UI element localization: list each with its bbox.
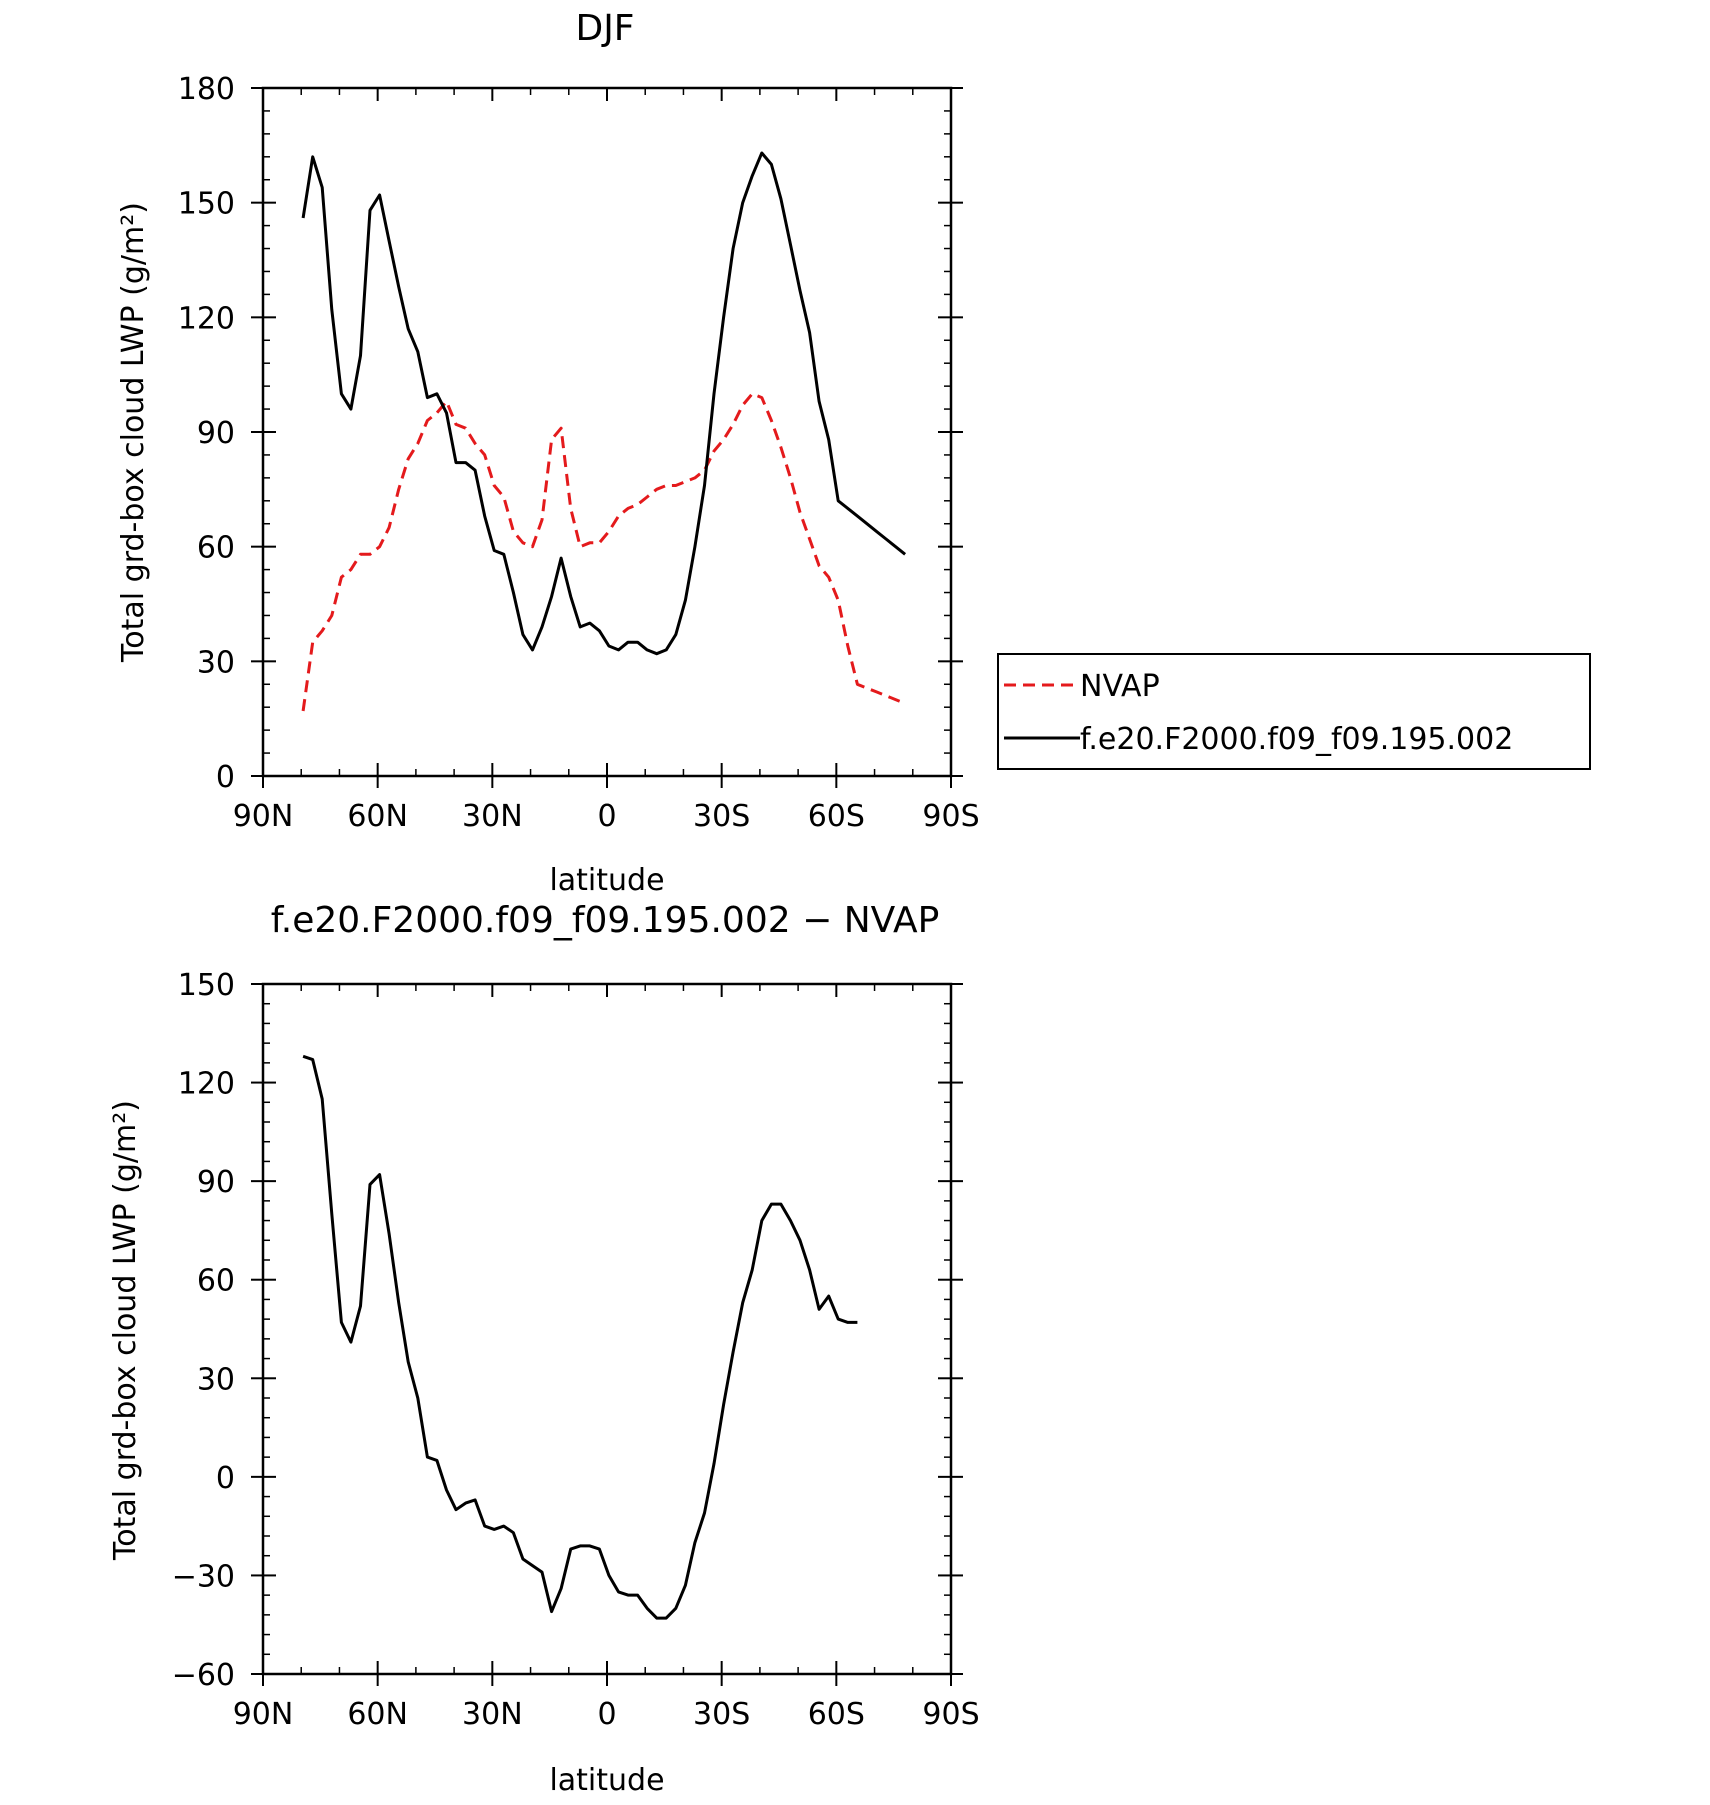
x-tick-label: 30N xyxy=(462,1697,523,1732)
y-tick-label: 0 xyxy=(216,760,235,795)
x-tick-label: 60S xyxy=(808,799,865,834)
x-tick-label: 0 xyxy=(597,799,616,834)
y-tick-label: 60 xyxy=(197,531,235,566)
x-tick-label: 30S xyxy=(693,1697,750,1732)
x-tick-label: 30N xyxy=(462,799,523,834)
top-x-axis-label: latitude xyxy=(549,863,664,898)
x-tick-label: 30S xyxy=(693,799,750,834)
x-tick-label: 90N xyxy=(233,1697,294,1732)
bottom-y-axis-label: Total grd-box cloud LWP (g/m²) xyxy=(108,1100,143,1561)
x-tick-label: 90N xyxy=(233,799,294,834)
x-tick-label: 90S xyxy=(922,799,979,834)
difference-line xyxy=(302,1054,858,1620)
top-y-axis-label: Total grd-box cloud LWP (g/m²) xyxy=(116,202,151,663)
y-tick-label: 60 xyxy=(197,1264,235,1299)
bottom-panel: f.e20.F2000.f09_f09.195.002 − NVAP 90N 60… xyxy=(108,900,980,1798)
y-tick-label: 180 xyxy=(178,72,235,107)
x-tick-label: 60S xyxy=(808,1697,865,1732)
legend: NVAP f.e20.F2000.f09_f09.195.002 xyxy=(997,653,1591,770)
y-tick-label: 120 xyxy=(178,301,235,336)
top-panel-title: DJF xyxy=(575,8,634,49)
x-tick-label: 90S xyxy=(922,1697,979,1732)
y-tick-label: −30 xyxy=(172,1559,235,1594)
nvap-line xyxy=(301,392,906,712)
bottom-x-axis-label: latitude xyxy=(549,1763,664,1798)
legend-label-model: f.e20.F2000.f09_f09.195.002 xyxy=(1080,722,1513,757)
legend-box xyxy=(997,653,1591,770)
y-tick-label: 150 xyxy=(178,968,235,1003)
x-tick-label: 60N xyxy=(347,1697,408,1732)
y-tick-label: −60 xyxy=(172,1658,235,1693)
y-tick-label: 90 xyxy=(197,1165,235,1200)
y-tick-label: 0 xyxy=(216,1461,235,1496)
model-line xyxy=(301,151,907,656)
top-plot-frame xyxy=(261,86,953,778)
y-tick-label: 30 xyxy=(197,1362,235,1397)
legend-label-nvap: NVAP xyxy=(1080,669,1160,704)
y-tick-label: 30 xyxy=(197,645,235,680)
y-tick-label: 90 xyxy=(197,416,235,451)
top-panel: DJF 90N 60N 30N 0 30S 60S 90S0306090120150180 … xyxy=(116,8,1591,898)
y-tick-label: 120 xyxy=(178,1067,235,1102)
y-tick-label: 150 xyxy=(178,187,235,222)
bottom-panel-title: f.e20.F2000.f09_f09.195.002 − NVAP xyxy=(271,900,940,941)
x-tick-label: 60N xyxy=(347,799,408,834)
x-tick-label: 0 xyxy=(597,1697,616,1732)
